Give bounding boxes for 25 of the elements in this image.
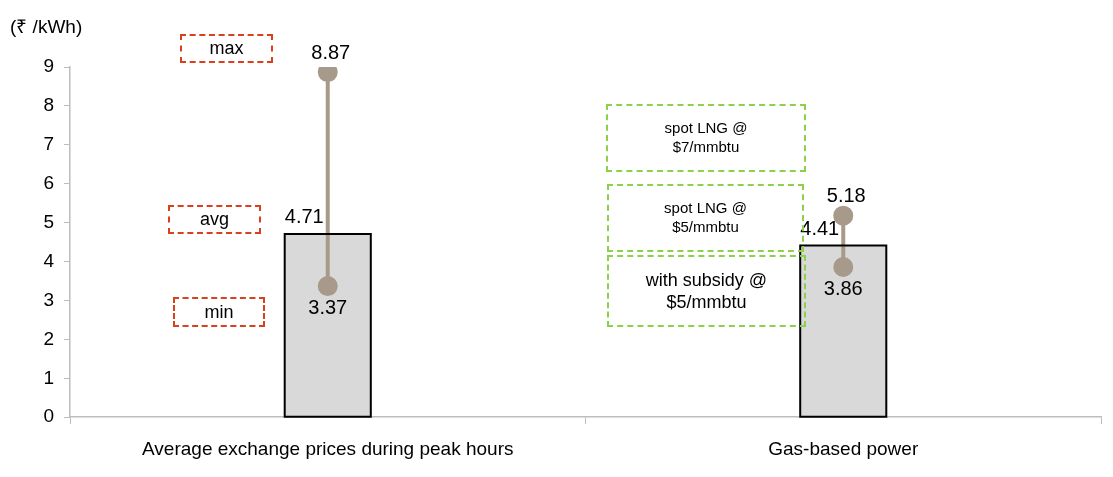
y-tick-label: 8 bbox=[43, 94, 54, 116]
y-tick-label: 6 bbox=[43, 171, 54, 193]
annotation: spot LNG @ $7/mmbtu bbox=[663, 119, 749, 157]
y-tick-label: 7 bbox=[43, 133, 54, 155]
y-tick-label: 4 bbox=[43, 249, 55, 271]
annotation: min bbox=[204, 300, 234, 324]
annotation: with subsidy @ $5/mmbtu bbox=[644, 268, 769, 314]
text: max bbox=[209, 37, 244, 60]
y-tick-label: 3 bbox=[43, 288, 54, 310]
data-label: 8.87 bbox=[311, 40, 351, 63]
y-tick-label: 0 bbox=[43, 405, 54, 427]
y-axis-title: (₹ /kWh) bbox=[10, 16, 83, 38]
annotation: spot LNG @ $5/mmbtu bbox=[663, 199, 748, 237]
data-label: 5.18 bbox=[826, 184, 866, 207]
y-tick-label: 5 bbox=[43, 210, 54, 232]
annotation: avg bbox=[199, 208, 230, 231]
data-label: 4.41 bbox=[800, 217, 840, 240]
data-label: 3.37 bbox=[308, 295, 348, 318]
y-tick-label: 9 bbox=[43, 55, 54, 77]
data-label: 4.71 bbox=[284, 205, 324, 228]
data-label: 3.86 bbox=[823, 276, 863, 299]
y-tick-label: 1 bbox=[43, 366, 54, 388]
x-tick-label: Gas-based power bbox=[768, 437, 919, 459]
y-tick-label: 2 bbox=[43, 327, 54, 349]
x-tick-label: Average exchange prices during peak hours bbox=[142, 437, 514, 459]
